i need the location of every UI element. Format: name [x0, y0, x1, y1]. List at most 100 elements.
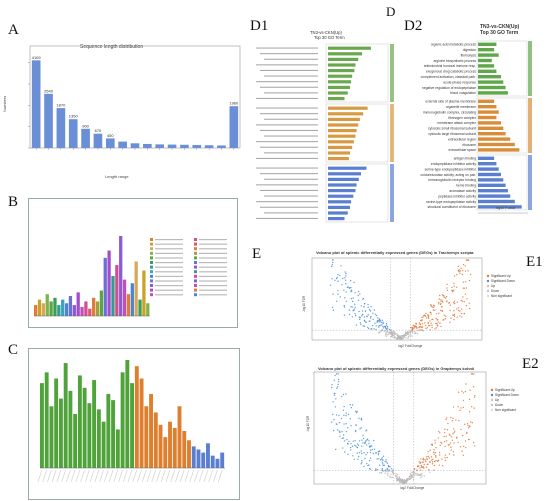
go-bar	[144, 406, 149, 468]
legend-text-line	[155, 266, 183, 268]
gene-point	[362, 325, 364, 327]
gene-point	[351, 316, 354, 318]
gene-point	[459, 315, 461, 317]
gene-point	[419, 467, 421, 469]
panel-a-ylabel: Numbers	[2, 95, 7, 112]
gene-point	[461, 273, 464, 276]
gene-point	[380, 472, 383, 474]
gene-point	[368, 459, 371, 462]
go-bar	[177, 406, 182, 468]
go-term-label-line	[264, 135, 318, 137]
gene-point	[334, 374, 336, 377]
gene-point	[332, 413, 334, 416]
length-bar-label: 4109	[32, 55, 42, 60]
gene-point	[370, 328, 373, 330]
gene-point	[424, 315, 427, 318]
gene-point	[356, 452, 358, 454]
cog-bar	[68, 296, 73, 316]
gene-point	[446, 289, 449, 292]
gene-point	[411, 327, 413, 329]
gene-point	[406, 332, 409, 334]
go-term-bar	[328, 166, 367, 170]
gene-point	[337, 293, 339, 295]
gene-point	[419, 319, 422, 322]
gene-point	[464, 265, 466, 267]
gene-point	[460, 312, 463, 315]
gene-point	[409, 478, 411, 480]
legend-text-line	[199, 266, 227, 268]
x-tick-label-stub	[51, 469, 57, 483]
gene-point	[452, 406, 455, 408]
go-term-label: fibrinolysis	[461, 53, 477, 57]
gene-point	[420, 469, 422, 471]
gene-point	[390, 330, 393, 332]
gene-point	[446, 287, 448, 289]
gene-point	[387, 473, 389, 475]
gene-point	[375, 468, 377, 470]
gene-point	[438, 303, 440, 305]
gene-point	[431, 324, 433, 326]
gene-point	[453, 300, 456, 302]
gene-point	[410, 473, 412, 476]
gene-point	[385, 335, 387, 338]
gene-point	[356, 443, 359, 445]
gene-point	[360, 463, 362, 465]
gene-point	[361, 298, 364, 301]
go-term-label-line	[256, 201, 318, 203]
gene-point	[406, 479, 409, 482]
go-bar	[49, 406, 54, 468]
length-bar	[118, 141, 127, 148]
gene-point	[329, 284, 332, 286]
gene-point	[336, 423, 338, 425]
gene-point	[441, 458, 443, 460]
legend-text-line	[155, 294, 183, 296]
go-term-bar	[478, 80, 504, 84]
go-term-label-line	[264, 195, 318, 197]
panel-d1-chart	[256, 43, 394, 223]
gene-point	[385, 471, 387, 473]
gene-point	[386, 467, 388, 470]
x-tick-label-stub	[70, 469, 76, 483]
legend-text-line	[199, 252, 227, 254]
gene-point	[420, 464, 422, 467]
gene-point	[436, 322, 438, 325]
gene-point	[332, 401, 334, 403]
gene-point	[335, 373, 338, 375]
go-term-label: cytosolic large ribosomal subunit	[428, 132, 476, 136]
panel-d1-subtitle: Top 30 GO Term	[314, 35, 345, 40]
gene-point	[403, 478, 406, 481]
gene-point	[470, 421, 472, 423]
gene-point	[431, 326, 433, 329]
gene-point	[396, 478, 398, 481]
gene-point	[459, 270, 462, 272]
gene-point	[464, 440, 467, 442]
go-term-bar	[478, 58, 492, 63]
gene-point	[381, 329, 384, 331]
gene-point	[462, 287, 465, 289]
go-term-label: arginine biosynthetic process	[433, 59, 476, 63]
gene-point	[357, 299, 360, 301]
go-term-bar	[328, 123, 359, 127]
gene-point	[456, 301, 459, 303]
gene-point	[374, 313, 377, 315]
gene-point	[350, 424, 352, 427]
gene-point	[373, 448, 376, 450]
gene-point	[464, 293, 467, 295]
go-bar	[40, 383, 44, 468]
gene-point	[376, 321, 378, 323]
gene-point	[349, 418, 351, 420]
gene-point	[465, 259, 468, 261]
gene-point	[376, 458, 378, 460]
gene-point	[369, 310, 372, 312]
go-term-bar	[328, 189, 356, 193]
gene-point	[445, 418, 447, 421]
gene-point	[455, 419, 457, 421]
gene-point	[411, 329, 413, 331]
gene-point	[450, 317, 452, 319]
legend-swatch	[194, 293, 197, 297]
panel-e1: E E1 Volcano plot of splenic differentia…	[250, 242, 550, 350]
legend-swatch	[150, 274, 153, 278]
gene-point	[384, 472, 386, 474]
gene-point	[412, 470, 415, 473]
gene-point	[371, 448, 374, 451]
